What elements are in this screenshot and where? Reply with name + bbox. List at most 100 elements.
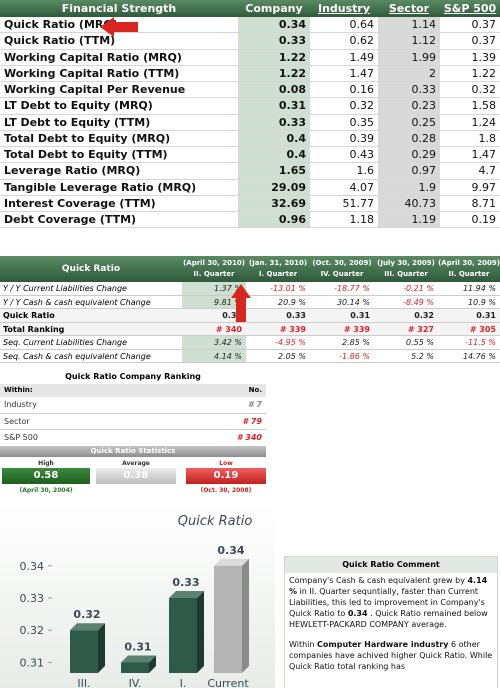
comment-box: Quick Ratio Comment Company's Cash & cash… — [284, 556, 498, 688]
cell-value: 1.22 — [440, 65, 500, 82]
cell-value: 0.96 — [238, 212, 310, 229]
column-header[interactable]: S&P 500 — [443, 2, 497, 15]
cell-value: 1.6 — [310, 163, 378, 180]
stat-value: 0.38 — [96, 468, 176, 484]
y-tick-label: 0.31 — [20, 656, 45, 669]
cell-value: 32.69 — [238, 195, 310, 212]
cell-value: 1.22 — [238, 49, 310, 66]
row-label: Debt Coverage (TTM) — [0, 212, 238, 229]
value-label: 0.33 — [172, 576, 199, 589]
cell-value: 0.4 — [238, 130, 310, 147]
row-label: Y / Y Cash & cash equivalent Change — [0, 295, 182, 309]
cell-value: 0.55 % — [374, 336, 438, 350]
row-label: LT Debt to Equity (TTM) — [0, 114, 238, 131]
cell-value: 0.39 — [310, 130, 378, 147]
column-header[interactable]: Industry — [317, 2, 371, 15]
cell-value: 1.47 — [440, 147, 500, 164]
column-header: Company — [245, 2, 303, 15]
column-quarter: II. Quarter — [448, 270, 490, 278]
bar-side — [242, 558, 249, 673]
comment-paragraph: Within Computer Hardware industry 6 othe… — [289, 639, 493, 672]
cell-value: 5.2 % — [374, 349, 438, 363]
row-label: Y / Y Current Liabilities Change — [0, 282, 182, 296]
comment-body: Company's Cash & cash equivalent grew by… — [285, 575, 497, 688]
cell-value: 29.09 — [238, 179, 310, 196]
row-label: Working Capital Ratio (TTM) — [0, 65, 238, 82]
cell-value: 0.97 — [378, 163, 440, 180]
cell-value: 0.43 — [310, 147, 378, 164]
row-label: Working Capital Ratio (MRQ) — [0, 49, 238, 66]
cell-value: # 327 — [374, 322, 438, 336]
cell-value: -8.49 % — [374, 295, 438, 309]
rank-value: # 79 — [242, 416, 262, 426]
column-date: (April 30, 2009) — [438, 259, 500, 267]
cell-value: 0.28 — [378, 130, 440, 147]
pointer-arrow — [100, 17, 138, 37]
stat-value: 0.58 — [2, 468, 90, 484]
cell-value: 8.71 — [440, 195, 500, 212]
cell-value: 1.65 — [238, 163, 310, 180]
bar — [70, 630, 98, 673]
y-tick-label: 0.32 — [20, 624, 45, 637]
x-tick-label: I. Quarter — [179, 677, 187, 688]
row-label: Quick Ratio (TTM) — [0, 33, 238, 50]
cell-value: 1.49 — [310, 49, 378, 66]
row-label: Quick Ratio — [0, 309, 182, 323]
ranking-row — [0, 414, 266, 430]
ranking-row — [0, 397, 266, 414]
cell-value: 0.33 — [378, 82, 440, 99]
bar-side — [98, 623, 105, 673]
cell-value: # 339 — [310, 322, 374, 336]
bar-top — [70, 623, 105, 631]
value-label: 0.32 — [73, 608, 100, 621]
x-tick-label: Current — [207, 677, 249, 688]
row-label: Industry — [4, 400, 37, 409]
cell-value: 0.64 — [310, 17, 378, 34]
stat-date: (April 30, 2004) — [19, 487, 73, 494]
table-title: Quick Ratio — [61, 264, 121, 274]
column-header[interactable]: Sector — [388, 2, 430, 15]
cell-value: 0.34 — [238, 17, 310, 34]
cell-value: 2.85 % — [310, 336, 374, 350]
comment-text: Computer Hardware industry — [317, 640, 449, 649]
cell-value: 1.12 — [378, 33, 440, 50]
comment-title: Quick Ratio Comment — [285, 557, 497, 573]
cell-value: # 305 — [438, 322, 500, 336]
column-date: (Jan. 31, 2010) — [248, 259, 308, 267]
comment-text: 6 other companies have achived higher Qu… — [289, 640, 493, 671]
cell-value: -4.95 % — [246, 336, 310, 350]
cell-value: -18.77 % — [310, 282, 374, 296]
cell-value: 0.31 — [238, 98, 310, 115]
column-header: Within: — [4, 386, 33, 394]
cell-value: 4.7 — [440, 163, 500, 180]
row-label: Total Ranking — [0, 322, 182, 336]
cell-value: 0.62 — [310, 33, 378, 50]
cell-value: 0.37 — [440, 17, 500, 34]
stats-title: Quick Ratio Statistics — [0, 446, 266, 457]
cell-value: 1.22 — [238, 65, 310, 82]
row-label: Seq. Cash & cash equivalent Change — [0, 349, 182, 363]
cell-value: 4.07 — [310, 179, 378, 196]
cell-value: 10.9 % — [438, 295, 500, 309]
rank-value: # 7 — [248, 400, 262, 409]
column-header: Financial Strength — [61, 2, 177, 15]
column-date: (July 30, 2009) — [377, 259, 435, 267]
cell-value: 2 — [378, 65, 440, 82]
column-quarter: III. Quarter — [384, 270, 428, 278]
column-quarter: IV. Quarter — [320, 270, 364, 278]
row-label: Total Debt to Equity (TTM) — [0, 147, 238, 164]
cell-value: 0.31 — [438, 309, 500, 323]
row-label: S&P 500 — [4, 433, 38, 442]
cell-value: 1.8 — [440, 130, 500, 147]
cell-value: 1.14 — [378, 17, 440, 34]
cell-value: # 339 — [246, 322, 310, 336]
ranking-header — [0, 384, 266, 397]
cell-value: 1.47 — [310, 65, 378, 82]
cell-value: 1.18 — [310, 212, 378, 229]
row-label: Working Capital Per Revenue — [0, 82, 238, 99]
cell-value: -0.21 % — [374, 282, 438, 296]
cell-value: 0.35 — [310, 114, 378, 131]
rank-value: # 340 — [236, 433, 262, 442]
bar-top — [214, 558, 249, 566]
